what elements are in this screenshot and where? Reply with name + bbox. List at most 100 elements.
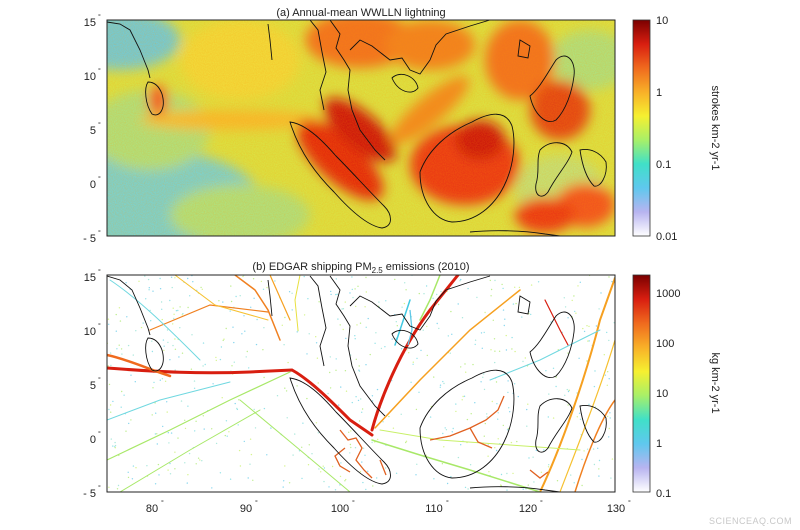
ship-point [244,330,246,332]
ship-point [600,292,602,294]
ship-point [174,338,176,340]
ship-point [365,291,367,293]
panel-b-title-main: (b) EDGAR shipping PM [252,261,371,273]
panel-b-deg-minus5: ° [98,484,101,492]
ship-point [130,419,132,421]
ship-point [239,465,242,467]
ship-point [212,383,214,385]
ship-point [242,275,244,278]
ship-point [511,336,513,339]
ship-point [161,318,163,321]
ship-point [307,464,310,466]
ship-point [307,298,309,300]
ship-point [245,356,247,358]
ship-point [243,315,245,317]
panel-b-colorbar-label: kg km-2 yr-1 [709,352,721,413]
ship-point [158,474,160,476]
panel-a-map [107,20,615,236]
ship-point [481,347,483,349]
ship-point [315,336,317,338]
panel-a-deg-5: ° [98,121,101,129]
ship-point [308,444,310,446]
ship-point [145,298,147,300]
panel-b-frame [106,274,616,493]
ship-point [461,317,464,319]
ship-point [537,281,540,283]
ship-point [262,349,264,351]
ship-point [611,458,614,460]
ship-point [152,387,154,389]
ship-point [358,370,361,372]
ship-point [545,370,547,372]
ship-point [329,387,332,389]
ship-point [109,404,112,406]
ship-point [201,460,203,462]
ship-point [457,303,459,305]
ship-point [583,450,585,452]
ship-point [351,401,353,404]
panel-b-xtick-80: 80 [146,503,158,515]
ship-point [474,339,477,341]
ship-point [472,363,474,366]
ship-point [112,445,114,447]
ship-point [593,463,596,466]
ship-point [317,432,319,434]
ship-point [385,300,387,302]
ship-point [567,404,569,406]
ship-point [516,440,518,443]
ship-point [121,390,123,393]
panel-a-ytick-0: 0 [90,179,96,191]
ship-point [170,432,173,434]
ship-point [320,471,322,473]
ship-point [120,348,123,350]
ship-point [418,292,420,295]
ship-point [583,330,586,333]
ship-point [303,314,306,316]
ship-point [466,418,469,421]
ship-point [132,354,134,356]
ship-point [162,339,165,341]
ship-point [296,331,298,333]
ship-point [140,326,143,329]
ship-point [121,353,123,355]
ship-point [281,324,283,326]
ship-point [197,457,200,459]
ship-point [252,479,254,481]
ship-point [593,385,596,388]
ship-point [181,314,183,316]
panel-a-deg-10: ° [98,67,101,75]
ship-point [236,408,239,411]
ship-point [351,276,353,278]
ship-point [465,371,467,373]
ship-point [159,288,162,290]
ship-point [191,334,193,336]
ship-point [215,356,217,359]
ship-point [239,295,241,297]
ship-point [500,473,503,476]
ship-point [483,331,485,334]
panel-a-title: (a) Annual-mean WWLLN lightning [276,7,445,19]
ship-point [151,340,153,342]
panel-b-deg-130: ° [628,499,631,507]
ship-point [426,325,428,328]
ship-point [114,441,116,444]
ship-point [338,404,340,406]
ship-point [365,488,367,491]
ship-point [506,429,509,431]
ship-point [229,310,231,312]
ship-point [355,305,357,308]
ship-point [109,352,112,354]
ship-point [608,427,610,430]
ship-point [436,322,438,325]
ship-point [335,293,337,296]
ship-point [301,446,303,448]
panel-a-ytick-10: 10 [84,71,96,83]
ship-point [502,424,504,427]
ship-point [116,488,119,490]
ship-point [161,308,163,310]
ship-point [470,413,472,415]
ship-point [148,289,150,291]
ship-point [233,341,235,344]
panel-a-cbtick-10: 10 [656,15,668,27]
ship-point [119,320,122,322]
